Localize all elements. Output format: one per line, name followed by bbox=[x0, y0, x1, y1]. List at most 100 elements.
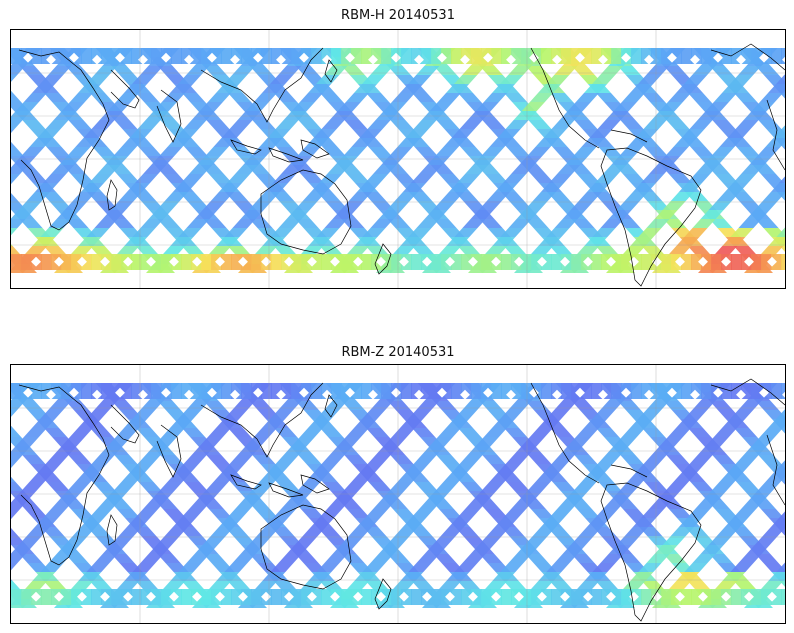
swath-cell bbox=[538, 419, 562, 428]
swath-cell bbox=[451, 254, 462, 270]
swath-cell bbox=[148, 210, 172, 219]
swath-cell bbox=[473, 156, 497, 165]
swath-cell bbox=[310, 183, 334, 192]
swath-cell bbox=[15, 102, 39, 111]
coastline-path bbox=[260, 504, 352, 590]
swath-cell bbox=[581, 383, 592, 399]
swath-cell bbox=[676, 419, 700, 428]
map-canvas-rbm-z bbox=[11, 365, 785, 623]
coastlines bbox=[18, 378, 785, 622]
swath-cell bbox=[31, 383, 42, 399]
swath-cell bbox=[460, 482, 484, 491]
swath-cell bbox=[151, 383, 162, 399]
swath-cell bbox=[346, 174, 370, 183]
swath-cell bbox=[341, 254, 352, 270]
swath-cell bbox=[532, 192, 556, 201]
swath-cell bbox=[171, 48, 182, 64]
coastline-path bbox=[600, 482, 702, 622]
swath-cell bbox=[167, 138, 191, 147]
swath-cell bbox=[432, 536, 456, 545]
swath-cell bbox=[589, 464, 613, 473]
swath-cell bbox=[459, 120, 483, 129]
swath-cell bbox=[643, 455, 667, 464]
swath-cell bbox=[302, 527, 326, 536]
swath-cell bbox=[530, 174, 554, 183]
swath-cell bbox=[431, 383, 442, 399]
swath-cell bbox=[440, 527, 464, 536]
swath-cell bbox=[690, 147, 714, 156]
swath-cell bbox=[116, 509, 140, 518]
swath-cell bbox=[661, 383, 672, 399]
coastline-path bbox=[710, 43, 785, 71]
swath-cell bbox=[31, 48, 42, 64]
swath-cell bbox=[391, 428, 415, 437]
swath-cell bbox=[511, 165, 535, 174]
swath-cell bbox=[143, 500, 167, 509]
swath-cell bbox=[61, 383, 72, 399]
swath-cell bbox=[11, 383, 22, 399]
swath-cell bbox=[248, 201, 272, 210]
swath-cell bbox=[233, 536, 257, 545]
swath-cell bbox=[741, 383, 752, 399]
swath-cell bbox=[559, 111, 583, 120]
swath-cell bbox=[11, 254, 22, 270]
swath-cell bbox=[591, 383, 602, 399]
swath-cell bbox=[400, 237, 424, 246]
swath-cell bbox=[137, 120, 161, 129]
swath-cell bbox=[22, 455, 46, 464]
swath-cell bbox=[687, 246, 711, 255]
swath-cell bbox=[461, 48, 472, 64]
swath-cell bbox=[676, 237, 700, 246]
coastline-path bbox=[530, 47, 600, 149]
swath-cell bbox=[362, 563, 386, 572]
swath-cell bbox=[171, 383, 182, 399]
swath-cell bbox=[81, 383, 92, 399]
swath-cell bbox=[99, 111, 123, 120]
swath-cell bbox=[503, 246, 527, 255]
swath-cell bbox=[274, 93, 298, 102]
swath-cell bbox=[697, 111, 721, 120]
swath-cell bbox=[44, 428, 68, 437]
coastline-path bbox=[300, 139, 330, 159]
swath-cell bbox=[673, 138, 697, 147]
swath-cell bbox=[105, 491, 129, 500]
coastline-path bbox=[268, 482, 304, 498]
swath-cell bbox=[421, 446, 445, 455]
swath-cell bbox=[249, 554, 273, 563]
swath-cell bbox=[663, 554, 687, 563]
swath-cell bbox=[13, 491, 37, 500]
swath-cell bbox=[721, 383, 732, 399]
swath-cell bbox=[562, 545, 586, 554]
swath-cell bbox=[458, 428, 482, 437]
swath-cell bbox=[470, 210, 494, 219]
swath-cell bbox=[218, 183, 242, 192]
coastline-path bbox=[374, 243, 392, 275]
swath-cell bbox=[297, 147, 321, 156]
swath-cell bbox=[232, 219, 256, 228]
swath-cell bbox=[366, 93, 390, 102]
swath-cell bbox=[776, 563, 785, 572]
swath-cell bbox=[132, 75, 156, 84]
swath-cell bbox=[368, 147, 392, 156]
swath-cell bbox=[331, 383, 342, 399]
swath-cell bbox=[41, 589, 52, 605]
swath-cell bbox=[283, 446, 307, 455]
swath-cell bbox=[482, 120, 506, 129]
swath-cell bbox=[708, 201, 732, 210]
swath-cell bbox=[29, 138, 53, 147]
swath-cell bbox=[446, 572, 470, 581]
swath-cell bbox=[627, 138, 651, 147]
swath-cell bbox=[348, 527, 372, 536]
swath-cell bbox=[733, 246, 757, 255]
swath-cell bbox=[657, 491, 681, 500]
swath-cell bbox=[71, 254, 82, 270]
swath-cell bbox=[657, 156, 681, 165]
swath-cell bbox=[40, 563, 64, 572]
swath-cell bbox=[532, 527, 556, 536]
swath-cell bbox=[429, 102, 453, 111]
swath-cell bbox=[344, 120, 368, 129]
swath-cell bbox=[206, 120, 230, 129]
swath-cell bbox=[115, 428, 139, 437]
swath-cell bbox=[11, 228, 18, 236]
swath-cell bbox=[213, 473, 237, 482]
